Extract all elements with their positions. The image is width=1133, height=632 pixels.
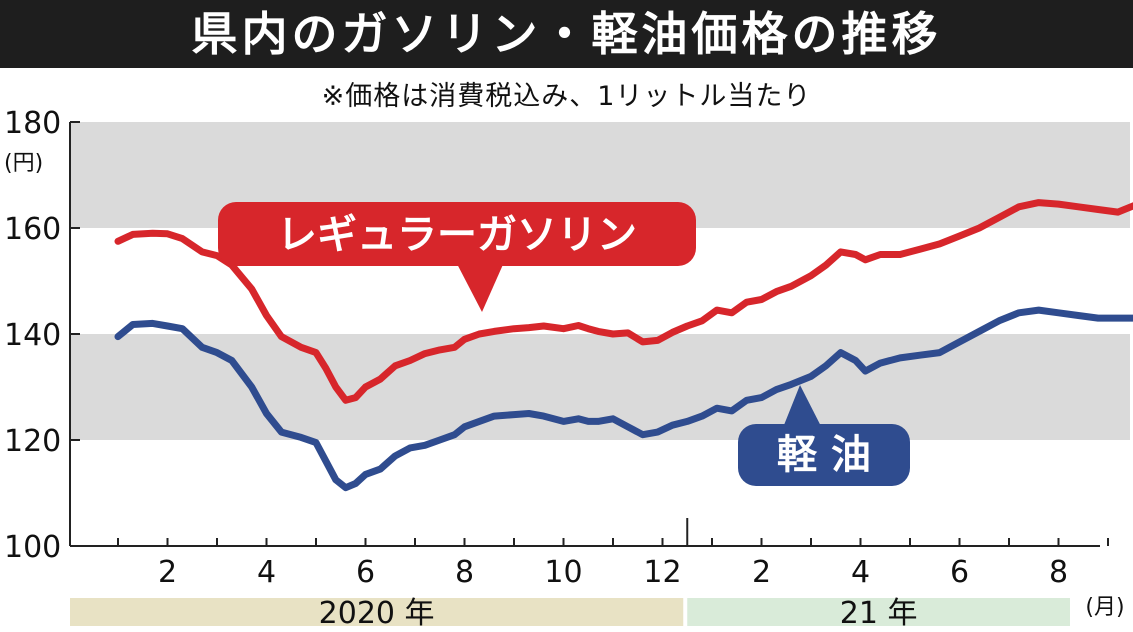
x-unit-label: (月) xyxy=(1085,595,1124,620)
gasoline-callout-box xyxy=(218,202,696,266)
x-tick-label: 2 xyxy=(752,555,771,590)
year-band xyxy=(687,598,1070,626)
y-tick-label: 100 xyxy=(4,530,61,565)
x-tick-label: 12 xyxy=(643,555,681,590)
x-tick-label: 4 xyxy=(257,555,276,590)
year-label: 2020 年 xyxy=(319,596,435,631)
grid-bands xyxy=(70,122,1130,440)
chart-title: 県内のガソリン・軽油価格の推移 xyxy=(0,0,1133,68)
y-tick-label: 160 xyxy=(4,212,61,247)
diesel-callout-box xyxy=(738,424,910,486)
diesel-line xyxy=(114,306,1133,492)
x-tick-label: 4 xyxy=(851,555,870,590)
y-tick-label: 140 xyxy=(4,318,61,353)
y-tick-label: 180 xyxy=(4,106,61,141)
gasoline-callout-pointer xyxy=(455,260,505,312)
x-tick-label: 6 xyxy=(356,555,375,590)
x-tick-label: 8 xyxy=(1049,555,1068,590)
series-lines: 173.2152.6 xyxy=(114,199,1133,492)
axis-labels: 100120140160180(円)2468101224681011(月)202… xyxy=(4,106,1125,631)
x-tick-label: 2 xyxy=(158,555,177,590)
axes xyxy=(69,121,1109,547)
y-tick-label: 120 xyxy=(4,424,61,459)
year-label: 21 年 xyxy=(840,596,918,631)
diesel-callout-label: 軽 油 xyxy=(777,432,871,478)
gasoline-line xyxy=(114,199,1133,404)
x-tick-label: 10 xyxy=(544,555,582,590)
x-tick-label: 6 xyxy=(950,555,969,590)
y-unit-label: (円) xyxy=(4,151,43,176)
chart-subtitle: ※価格は消費税込み、1リットル当たり xyxy=(321,81,812,112)
x-tick-label: 8 xyxy=(455,555,474,590)
gasoline-callout-label: レギュラーガソリン xyxy=(277,212,637,258)
year-band xyxy=(70,598,684,626)
